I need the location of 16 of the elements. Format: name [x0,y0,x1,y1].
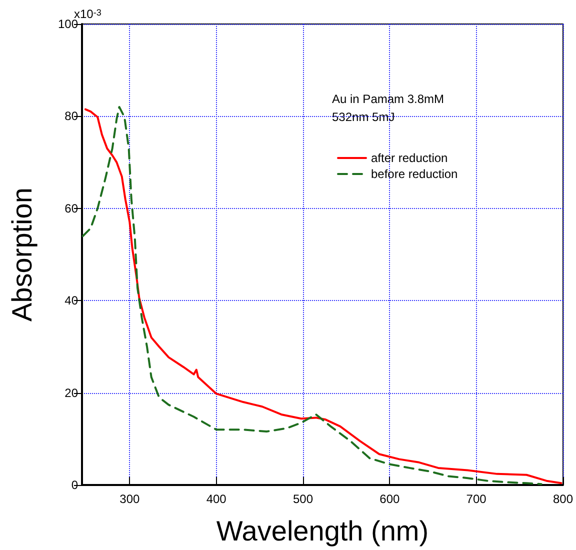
legend-label: after reduction [371,151,448,165]
x-tick-label: 300 [120,492,140,506]
y-axis-title: Absorption [6,188,38,322]
y-tick-label: 20 [64,386,78,400]
x-tick-label: 400 [206,492,227,506]
x-axis-title: Wavelength (nm) [216,516,429,546]
x-tick-label: 800 [552,492,574,506]
y-tick-label: 60 [64,201,78,216]
annotation: Au in Pamam 3.8mM [332,92,444,106]
x-tick-label: 500 [292,492,314,506]
x-tick-label: 600 [380,492,400,506]
y-tick-label: 100 [58,17,78,31]
y-tick-label: 80 [64,109,78,124]
x-tick-label: 700 [466,492,487,506]
legend-label: before reduction [371,167,458,181]
y-tick-label: 40 [64,294,78,308]
